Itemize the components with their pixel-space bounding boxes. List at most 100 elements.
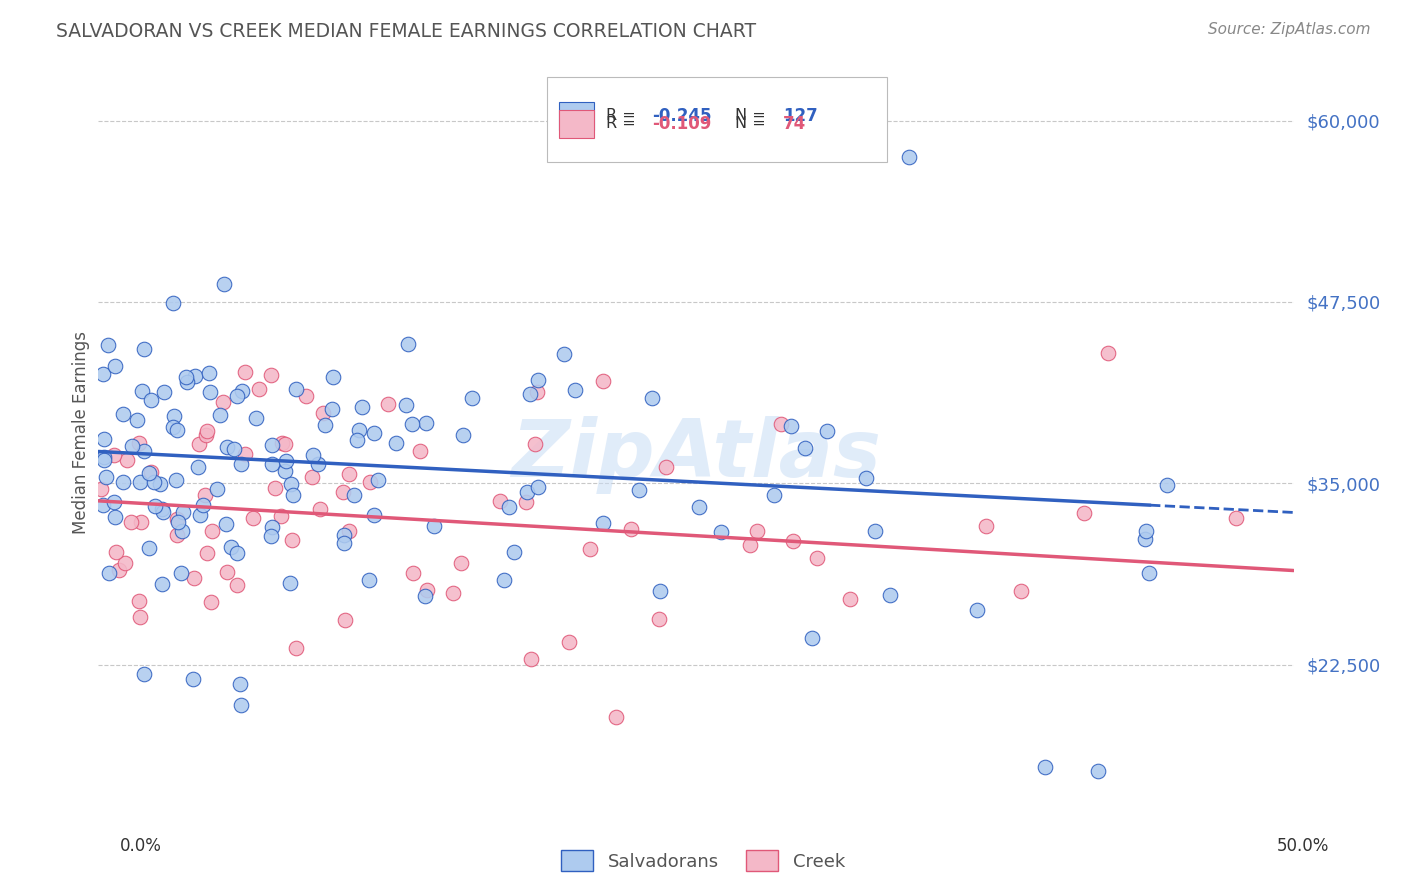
Point	[198, 384, 221, 399]
Point	[363, 508, 385, 522]
Text: 50.0%: 50.0%	[1277, 837, 1329, 855]
Point	[150, 577, 173, 591]
Point	[120, 515, 142, 529]
Point	[1073, 506, 1095, 520]
Point	[209, 408, 232, 422]
FancyBboxPatch shape	[547, 78, 887, 162]
Point	[441, 586, 464, 600]
Point	[815, 424, 838, 438]
Point	[262, 438, 284, 452]
Point	[654, 459, 676, 474]
Point	[138, 467, 160, 481]
Point	[1035, 759, 1057, 773]
Point	[974, 519, 997, 533]
Point	[195, 424, 218, 438]
Point	[211, 395, 233, 409]
Point	[222, 442, 245, 456]
Point	[461, 392, 484, 406]
Point	[332, 485, 354, 500]
Point	[515, 494, 537, 508]
Point	[453, 428, 475, 442]
Point	[865, 524, 887, 538]
Point	[264, 481, 287, 495]
Point	[108, 563, 131, 577]
FancyBboxPatch shape	[558, 110, 595, 138]
Point	[274, 453, 297, 467]
Point	[229, 698, 252, 712]
Point	[855, 471, 877, 485]
Point	[121, 438, 143, 452]
Point	[343, 488, 366, 502]
Point	[132, 667, 155, 681]
Point	[309, 502, 332, 516]
Point	[519, 387, 541, 401]
Point	[745, 524, 768, 539]
Point	[270, 509, 292, 524]
Point	[527, 372, 550, 386]
Point	[215, 517, 238, 532]
Point	[165, 473, 187, 487]
Point	[838, 591, 860, 606]
Point	[183, 673, 205, 687]
Point	[271, 436, 294, 450]
Point	[183, 571, 205, 585]
Point	[780, 418, 803, 433]
Point	[307, 457, 329, 471]
Point	[1225, 511, 1247, 525]
Point	[129, 609, 152, 624]
Text: 0.0%: 0.0%	[120, 837, 162, 855]
Point	[219, 541, 242, 555]
Text: 127: 127	[783, 107, 818, 125]
Point	[97, 566, 120, 581]
Point	[349, 423, 371, 437]
Point	[322, 370, 344, 384]
Point	[166, 527, 188, 541]
Point	[143, 475, 166, 489]
Point	[377, 397, 399, 411]
Point	[1137, 566, 1160, 581]
Point	[592, 516, 614, 530]
Point	[710, 525, 733, 540]
Point	[214, 277, 236, 291]
Point	[114, 556, 136, 570]
Point	[1097, 345, 1119, 359]
Point	[111, 475, 134, 490]
Point	[738, 538, 761, 552]
Point	[103, 495, 125, 509]
Point	[450, 556, 472, 570]
Point	[166, 424, 188, 438]
Point	[1087, 764, 1109, 778]
Point	[415, 416, 437, 430]
Point	[117, 452, 139, 467]
Point	[301, 469, 323, 483]
Point	[162, 420, 184, 434]
Point	[162, 296, 184, 310]
Point	[1135, 524, 1157, 538]
Point	[605, 709, 627, 723]
Point	[1135, 533, 1157, 547]
Point	[134, 443, 156, 458]
FancyBboxPatch shape	[558, 102, 595, 130]
Point	[93, 432, 115, 446]
Point	[333, 527, 356, 541]
Point	[93, 367, 115, 381]
Point	[332, 536, 354, 550]
Point	[187, 460, 209, 475]
Point	[260, 457, 283, 471]
Point	[131, 515, 153, 529]
Point	[359, 573, 381, 587]
Legend: Salvadorans, Creek: Salvadorans, Creek	[554, 843, 852, 879]
Point	[201, 524, 224, 538]
Point	[139, 465, 162, 479]
Point	[321, 402, 343, 417]
Point	[794, 441, 817, 455]
Text: 74: 74	[783, 115, 807, 133]
Point	[782, 534, 804, 549]
Point	[526, 385, 548, 400]
Point	[647, 612, 669, 626]
Point	[285, 640, 308, 655]
Point	[188, 508, 211, 523]
Point	[274, 464, 297, 478]
Point	[152, 505, 174, 519]
Point	[139, 392, 162, 407]
